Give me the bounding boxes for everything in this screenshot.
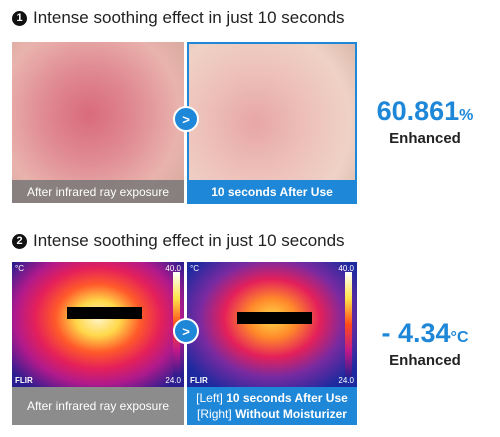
stat-label: Enhanced [389,130,461,147]
stat-unit: °C [450,329,469,346]
caption: After infrared ray exposure [12,180,184,203]
caption: After infrared ray exposure [12,387,184,425]
stat-value: 60.861 [376,96,460,126]
stat: - 4.34°C [360,318,490,349]
caption-tag: [Right] [197,407,232,421]
before-photo [12,42,184,203]
color-scale [345,272,352,377]
arrow-icon: > [173,318,199,344]
step-number: 2 [12,233,27,249]
heading: 1 Intense soothing effect in just 10 sec… [12,8,345,28]
heading: 2 Intense soothing effect in just 10 sec… [12,231,345,251]
unit: °C [190,264,199,273]
brand: FLIR [190,376,208,385]
stat-value: - 4.34 [381,318,451,348]
eye-bar [237,312,312,324]
after-photo [187,42,357,204]
eye-bar [67,307,142,319]
arrow-icon: > [173,106,199,132]
caption-line: [Left] 10 seconds After Use [196,390,348,406]
thermal-before: °C 40.0 FLIR 24.0 [12,262,184,387]
step-number: 1 [12,10,27,26]
max: 40.0 [165,264,181,273]
caption-text: Without Moisturizer [235,407,347,421]
unit: °C [15,264,24,273]
brand: FLIR [15,376,33,385]
stat: 60.861% [360,96,490,127]
min: 24.0 [165,376,181,385]
caption-text: 10 seconds After Use [226,391,348,405]
caption-tag: [Left] [196,391,223,405]
thermal-after: °C 40.0 FLIR 24.0 [187,262,357,387]
caption: 10 seconds After Use [187,180,357,203]
min: 24.0 [338,376,354,385]
heading-text: Intense soothing effect in just 10 secon… [33,231,345,250]
stat-unit: % [459,107,474,124]
caption-line: [Right] Without Moisturizer [197,406,347,422]
stat-label: Enhanced [389,352,461,369]
caption: [Left] 10 seconds After Use [Right] With… [187,387,357,425]
heading-text: Intense soothing effect in just 10 secon… [33,8,345,27]
max: 40.0 [338,264,354,273]
